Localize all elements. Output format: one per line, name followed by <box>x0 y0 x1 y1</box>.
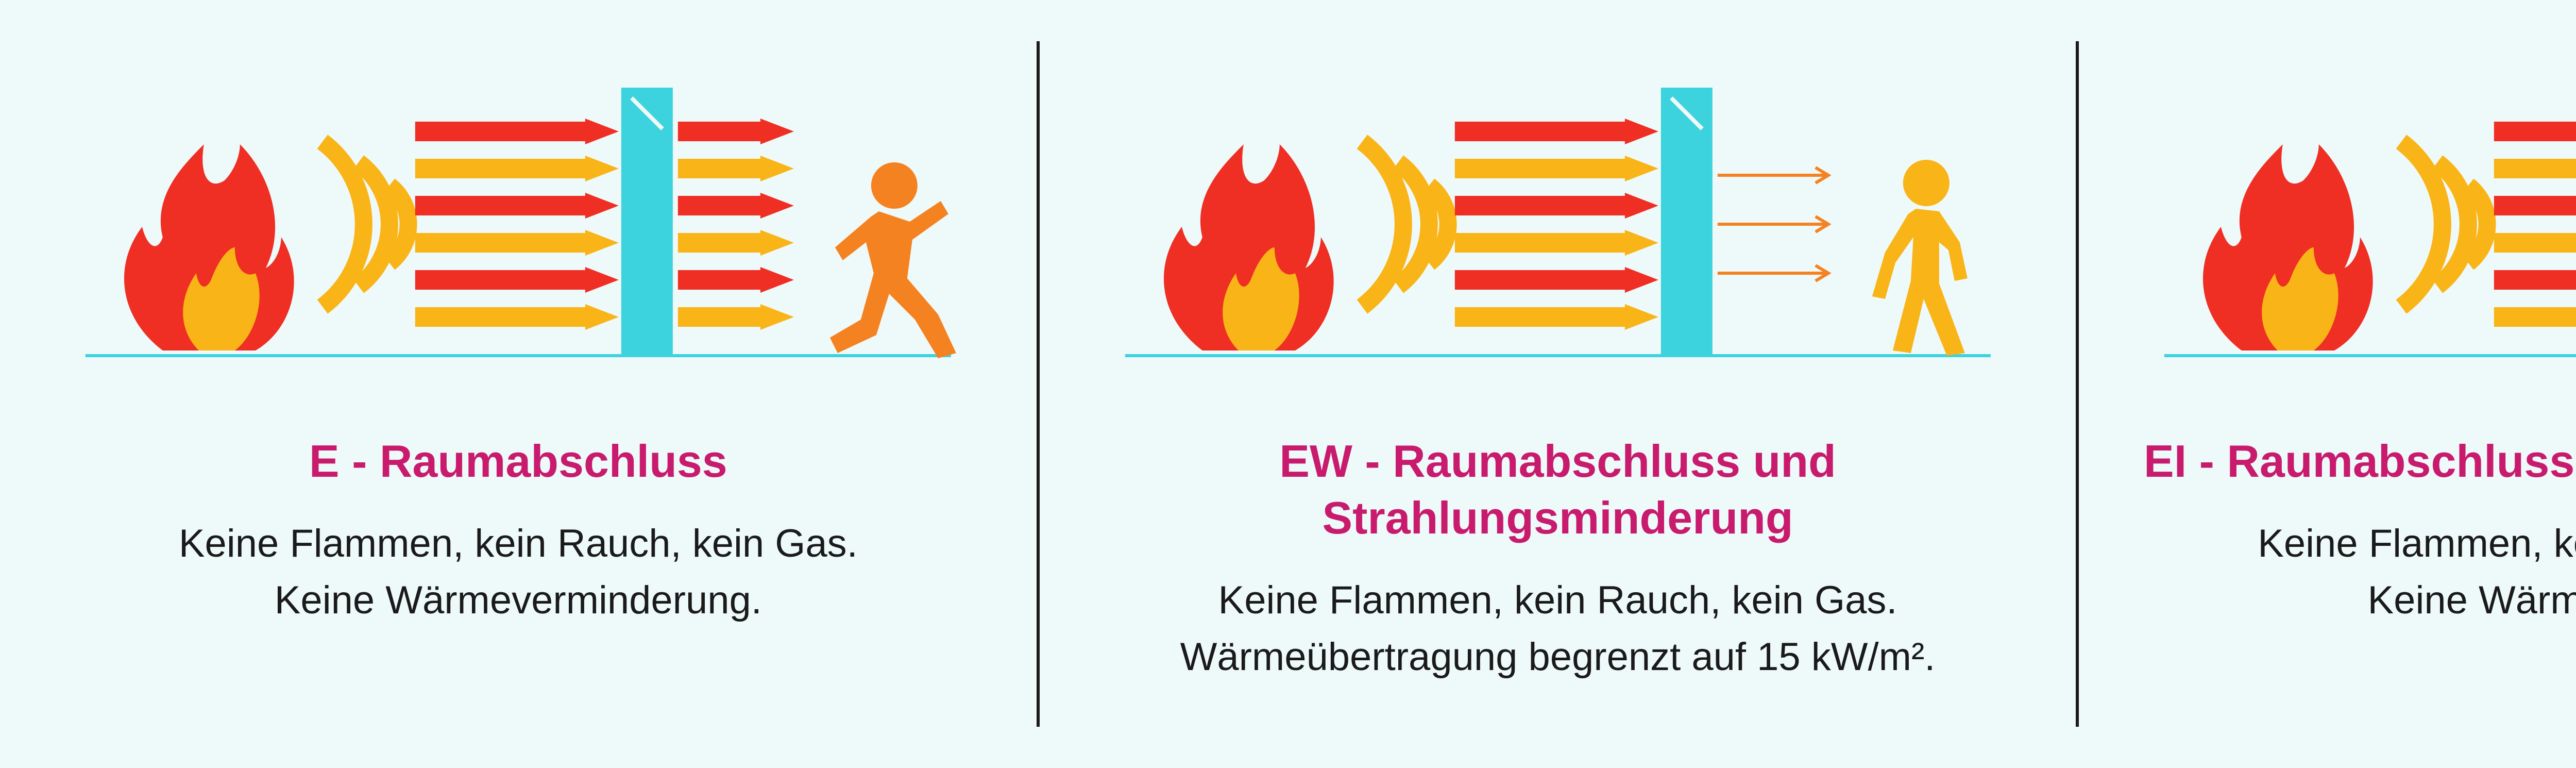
illustration-ei <box>2110 41 2576 402</box>
panel-e: E - Raumabschluss Keine Flammen, kein Ra… <box>0 0 1037 768</box>
desc-ei-line1: Keine Flammen, kein Rauch, kein Gas. <box>2258 515 2576 572</box>
svg-ew <box>1071 41 2045 402</box>
desc-ew: Keine Flammen, kein Rauch, kein Gas. Wär… <box>1180 572 1936 686</box>
title-e: E - Raumabschluss <box>309 433 727 490</box>
illustration-ew <box>1071 41 2045 402</box>
illustration-e <box>31 41 1006 402</box>
desc-ew-line1: Keine Flammen, kein Rauch, kein Gas. <box>1180 572 1936 629</box>
panel-ei: EI - Raumabschluss und Wärmedämmung Kein… <box>2079 0 2576 768</box>
desc-e-line2: Keine Wärmeverminderung. <box>179 572 858 629</box>
desc-ei: Keine Flammen, kein Rauch, kein Gas. Kei… <box>2258 515 2576 629</box>
panel-ew: EW - Raumabschluss und Strahlungsminderu… <box>1040 0 2076 768</box>
svg-e <box>31 41 1006 402</box>
desc-ei-line2: Keine Wärmeübertragung. <box>2258 572 2576 629</box>
title-ei: EI - Raumabschluss und Wärmedämmung <box>2144 433 2576 490</box>
desc-e-line1: Keine Flammen, kein Rauch, kein Gas. <box>179 515 858 572</box>
title-ew: EW - Raumabschluss und Strahlungsminderu… <box>1071 433 2045 546</box>
desc-e: Keine Flammen, kein Rauch, kein Gas. Kei… <box>179 515 858 629</box>
desc-ew-line2: Wärmeübertragung begrenzt auf 15 kW/m². <box>1180 629 1936 686</box>
svg-ei <box>2110 41 2576 402</box>
